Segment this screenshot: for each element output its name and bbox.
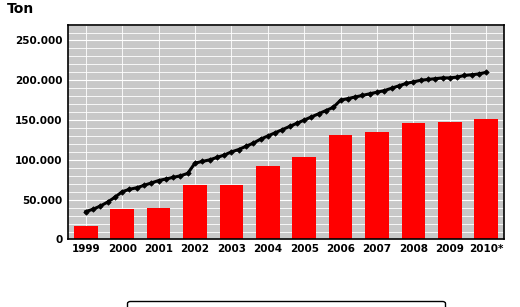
- Bar: [292, 157, 316, 239]
- Bar: [183, 185, 207, 239]
- Bar: [74, 226, 98, 239]
- Bar: [147, 208, 171, 239]
- Bar: [256, 166, 280, 239]
- Legend: Örtüaltı Muz Üretimi, Toplam Muz Üretimi: Örtüaltı Muz Üretimi, Toplam Muz Üretimi: [127, 301, 445, 307]
- Bar: [110, 209, 134, 239]
- Text: Ton: Ton: [6, 2, 34, 16]
- Bar: [438, 122, 462, 239]
- Bar: [219, 185, 243, 239]
- Bar: [365, 132, 389, 239]
- Bar: [401, 123, 425, 239]
- Bar: [329, 135, 353, 239]
- Bar: [474, 119, 498, 239]
